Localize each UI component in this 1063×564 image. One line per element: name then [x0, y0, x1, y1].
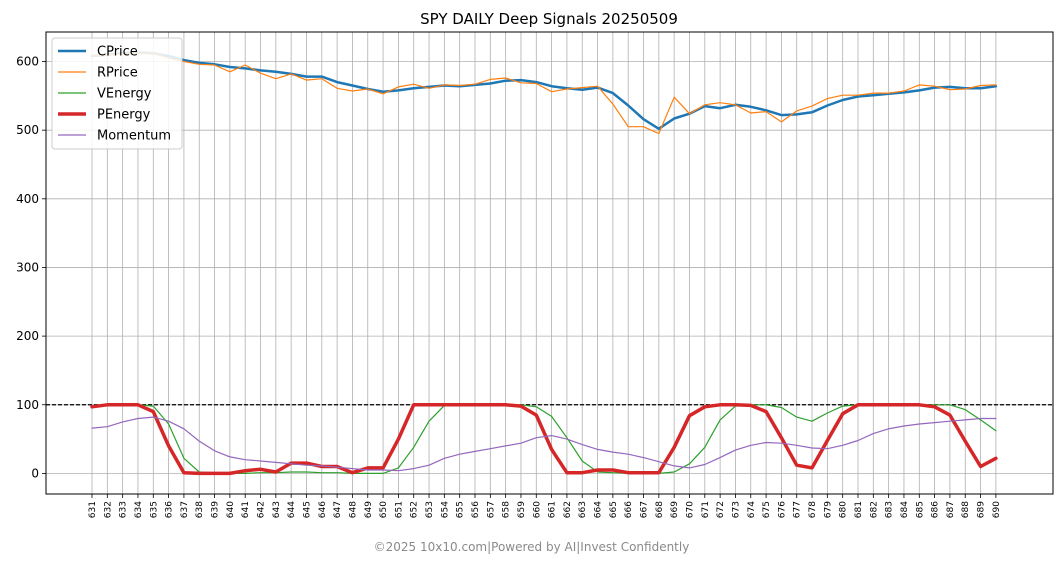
series-line-venergy — [91, 404, 997, 474]
y-axis: 0 100 200 300 400 500 600 — [16, 55, 46, 480]
x-tick-label: 656 — [471, 501, 481, 518]
x-tick-label: 652 — [410, 501, 420, 518]
legend-box — [51, 37, 183, 150]
x-tick-label: 650 — [379, 501, 389, 518]
x-tick-label: 664 — [594, 501, 604, 518]
x-tick-label: 672 — [716, 501, 726, 518]
x-tick-label: 651 — [394, 501, 404, 518]
x-tick-label: 668 — [655, 501, 665, 518]
x-tick-label: 661 — [548, 501, 558, 518]
x-tick-label: 658 — [502, 501, 512, 518]
x-tick-label: 632 — [103, 501, 113, 518]
x-tick-label: 680 — [839, 501, 849, 518]
series-line-rprice — [91, 52, 997, 135]
x-tick-label: 631 — [88, 501, 98, 518]
x-tick-label: 636 — [165, 501, 175, 518]
x-tick-label: 646 — [318, 501, 328, 518]
x-tick-label: 673 — [731, 501, 741, 518]
x-tick-label: 638 — [195, 501, 205, 518]
series-group — [90, 51, 998, 476]
legend-label: VEnergy — [97, 87, 152, 102]
x-tick-label: 671 — [701, 501, 711, 518]
x-tick-label: 684 — [900, 501, 910, 518]
x-tick-label: 649 — [364, 501, 374, 518]
x-tick-label: 644 — [287, 501, 297, 518]
y-tick-label: 100 — [16, 398, 39, 412]
x-tick-label: 687 — [946, 501, 956, 518]
x-tick-label: 642 — [257, 501, 267, 518]
x-tick-label: 659 — [517, 501, 527, 518]
x-tick-label: 682 — [869, 501, 879, 518]
x-tick-label: 681 — [854, 501, 864, 518]
x-tick-label: 648 — [348, 501, 358, 518]
x-tick-label: 688 — [961, 501, 971, 518]
x-tick-label: 655 — [456, 501, 466, 518]
x-tick-label: 647 — [333, 501, 343, 518]
y-tick-label: 200 — [16, 329, 39, 343]
y-tick-label: 500 — [16, 123, 39, 137]
legend: CPrice RPrice VEnergy PEnergy Momentum — [51, 37, 183, 150]
x-tick-label: 660 — [532, 501, 542, 518]
series-line-cprice — [90, 51, 998, 131]
series-line-momentum — [91, 416, 997, 472]
x-tick-label: 663 — [578, 501, 588, 518]
legend-label: CPrice — [97, 45, 138, 60]
x-tick-label: 637 — [180, 501, 190, 518]
x-tick-label: 654 — [440, 501, 450, 518]
x-tick-label: 683 — [885, 501, 895, 518]
x-tick-label: 676 — [777, 501, 787, 518]
y-tick-label: 0 — [31, 466, 39, 480]
legend-label: PEnergy — [97, 108, 151, 123]
x-tick-label: 675 — [762, 501, 772, 518]
x-tick-label: 640 — [226, 501, 236, 518]
x-tick-label: 679 — [823, 501, 833, 518]
legend-label: Momentum — [97, 129, 171, 144]
x-tick-label: 670 — [685, 501, 695, 518]
x-tick-label: 689 — [977, 501, 987, 518]
footer-credit: ©2025 10x10.com|Powered by AI|Invest Con… — [373, 540, 690, 554]
x-tick-label: 633 — [119, 501, 129, 518]
plot-frame — [45, 31, 1054, 495]
x-tick-label: 643 — [272, 501, 282, 518]
y-tick-label: 300 — [16, 260, 39, 274]
x-axis: 631 632 633 634 635 636 637 638 639 640 641 642 643 6… — [88, 494, 1002, 518]
x-tick-label: 641 — [241, 501, 251, 518]
series-line-penergy — [90, 403, 998, 476]
x-tick-label: 657 — [486, 501, 496, 518]
x-tick-label: 690 — [992, 501, 1002, 518]
legend-label: RPrice — [97, 66, 138, 81]
x-tick-label: 653 — [425, 501, 435, 518]
grid — [46, 32, 1053, 494]
x-tick-label: 667 — [640, 501, 650, 518]
y-tick-label: 400 — [16, 192, 39, 206]
x-tick-label: 645 — [302, 501, 312, 518]
x-tick-label: 674 — [747, 501, 757, 518]
y-tick-label: 600 — [16, 55, 39, 69]
x-tick-label: 639 — [211, 501, 221, 518]
x-tick-label: 677 — [793, 501, 803, 518]
x-tick-label: 662 — [563, 501, 573, 518]
x-tick-label: 665 — [609, 501, 619, 518]
chart-title: SPY DAILY Deep Signals 20250509 — [420, 10, 678, 28]
x-tick-label: 669 — [670, 501, 680, 518]
x-tick-label: 686 — [931, 501, 941, 518]
x-tick-label: 666 — [624, 501, 634, 518]
x-tick-label: 685 — [915, 501, 925, 518]
x-tick-label: 635 — [149, 501, 159, 518]
x-tick-label: 678 — [808, 501, 818, 518]
x-tick-label: 634 — [134, 501, 144, 518]
